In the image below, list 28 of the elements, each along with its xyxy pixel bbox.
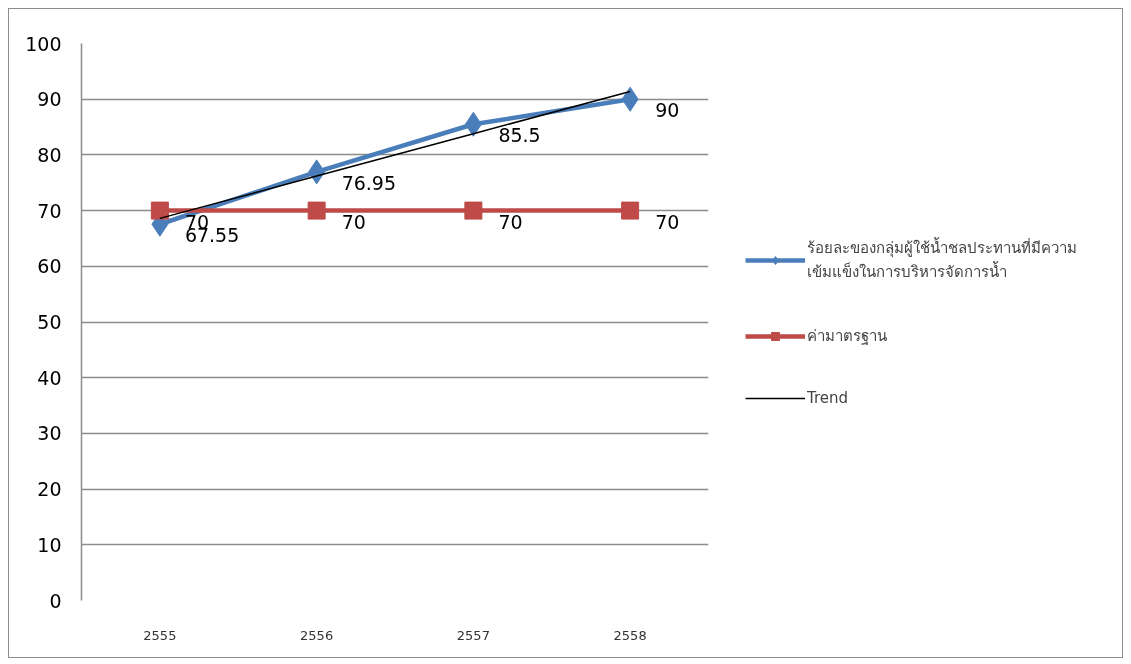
x-tick-label: 2555 <box>143 627 177 643</box>
legend-label: ค่ามาตรฐาน <box>807 325 887 347</box>
x-tick-label: 2557 <box>456 627 490 643</box>
data-label: 85.5 <box>498 124 541 147</box>
y-tick-label: 60 <box>37 255 62 278</box>
y-tick-label: 0 <box>49 589 62 612</box>
y-tick-label: 80 <box>37 143 62 166</box>
x-tick-label: 2556 <box>300 627 334 643</box>
x-tick-label: 2558 <box>613 627 647 643</box>
point <box>307 201 326 220</box>
y-tick-label: 40 <box>37 366 62 389</box>
y-tick-label: 20 <box>37 478 62 501</box>
data-label: 90 <box>655 99 680 122</box>
y-tick-label: 10 <box>37 533 62 556</box>
point <box>621 201 640 220</box>
point <box>464 201 483 220</box>
legend-label: ร้อยละของกลุ่มผู้ใช้น้ำชลประทานที่มีความเข้มแข็งในการบริหารจัดการน้ำ <box>807 236 1077 283</box>
data-label: 70 <box>655 210 680 233</box>
y-tick-label: 90 <box>37 88 62 111</box>
legend-label: Trend <box>807 388 849 407</box>
data-label: 70 <box>341 210 366 233</box>
data-label: 70 <box>498 210 523 233</box>
data-label: 76.95 <box>341 171 397 194</box>
y-tick-label: 70 <box>37 199 62 222</box>
y-tick-label: 30 <box>37 422 62 445</box>
point <box>150 201 169 220</box>
y-tick-label: 100 <box>25 32 62 55</box>
y-tick-label: 50 <box>37 311 62 333</box>
